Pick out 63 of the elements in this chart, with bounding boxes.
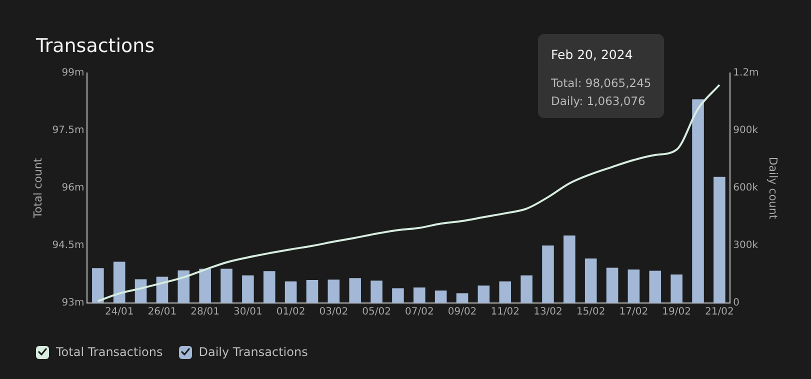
bar xyxy=(113,262,126,303)
x-tick-label: 11/02 xyxy=(490,306,520,318)
y2-tick-label: 1.2m xyxy=(733,68,759,79)
y-tick-label: 94.5m xyxy=(52,240,84,252)
y2-tick-label: 900k xyxy=(733,125,758,136)
bar xyxy=(284,281,297,303)
bar xyxy=(606,268,618,303)
bar xyxy=(649,270,662,303)
y-axis-title: Total count xyxy=(31,157,44,220)
x-tick-label: 05/02 xyxy=(362,306,391,318)
bar xyxy=(714,176,726,303)
bar xyxy=(349,278,361,303)
bar xyxy=(306,280,318,303)
x-tick-label: 21/02 xyxy=(705,306,734,318)
x-tick-label: 15/02 xyxy=(576,306,606,318)
x-tick-label: 13/02 xyxy=(534,306,562,318)
y2-tick-label: 300k xyxy=(733,240,758,252)
y-tick-label: 96m xyxy=(62,182,84,194)
bar xyxy=(92,268,104,303)
bar xyxy=(392,288,404,303)
bar xyxy=(134,279,147,303)
legend-label: Daily Transactions xyxy=(198,345,308,359)
legend-label: Total Transactions xyxy=(56,345,163,359)
x-tick-label: 09/02 xyxy=(448,306,477,318)
bar xyxy=(542,246,554,303)
bar xyxy=(414,287,426,303)
bar xyxy=(520,275,532,303)
y2-tick-label: 0 xyxy=(733,298,740,309)
x-tick-label: 28/01 xyxy=(190,306,220,318)
y-tick-label: 99m xyxy=(62,68,84,79)
x-tick-label: 01/02 xyxy=(276,306,306,318)
annotation: Total: 98,065,245 xyxy=(551,76,652,90)
bar xyxy=(692,99,704,303)
bar xyxy=(328,280,340,303)
x-tick-label: 19/02 xyxy=(662,306,691,318)
bar xyxy=(499,281,512,303)
bar xyxy=(456,293,468,303)
x-tick-label: 24/01 xyxy=(104,306,134,318)
bar xyxy=(478,286,490,303)
bar xyxy=(584,258,597,303)
bar xyxy=(434,290,447,303)
y-tick-label: 93m xyxy=(62,298,84,309)
x-tick-label: 17/02 xyxy=(619,306,648,318)
y-tick-label: 97.5m xyxy=(52,125,84,136)
bar xyxy=(242,275,254,303)
bar xyxy=(220,268,232,303)
bar xyxy=(564,236,576,303)
annotation: Daily: 1,063,076 xyxy=(551,94,646,108)
bar xyxy=(199,268,211,303)
x-tick-label: 30/01 xyxy=(234,306,262,318)
bar xyxy=(628,269,640,303)
bar xyxy=(670,274,682,303)
y2-tick-label: 600k xyxy=(733,182,758,194)
bar xyxy=(263,271,276,303)
chart-title: Transactions xyxy=(36,35,155,57)
x-tick-label: 26/01 xyxy=(148,306,177,318)
bar xyxy=(178,270,190,303)
text: Feb 20, 2024 xyxy=(551,47,633,62)
bar xyxy=(370,280,382,303)
x-tick-label: 03/02 xyxy=(319,306,348,318)
y2-axis-title: Daily count xyxy=(766,156,780,220)
bar xyxy=(156,276,168,303)
x-tick-label: 07/02 xyxy=(404,306,434,318)
